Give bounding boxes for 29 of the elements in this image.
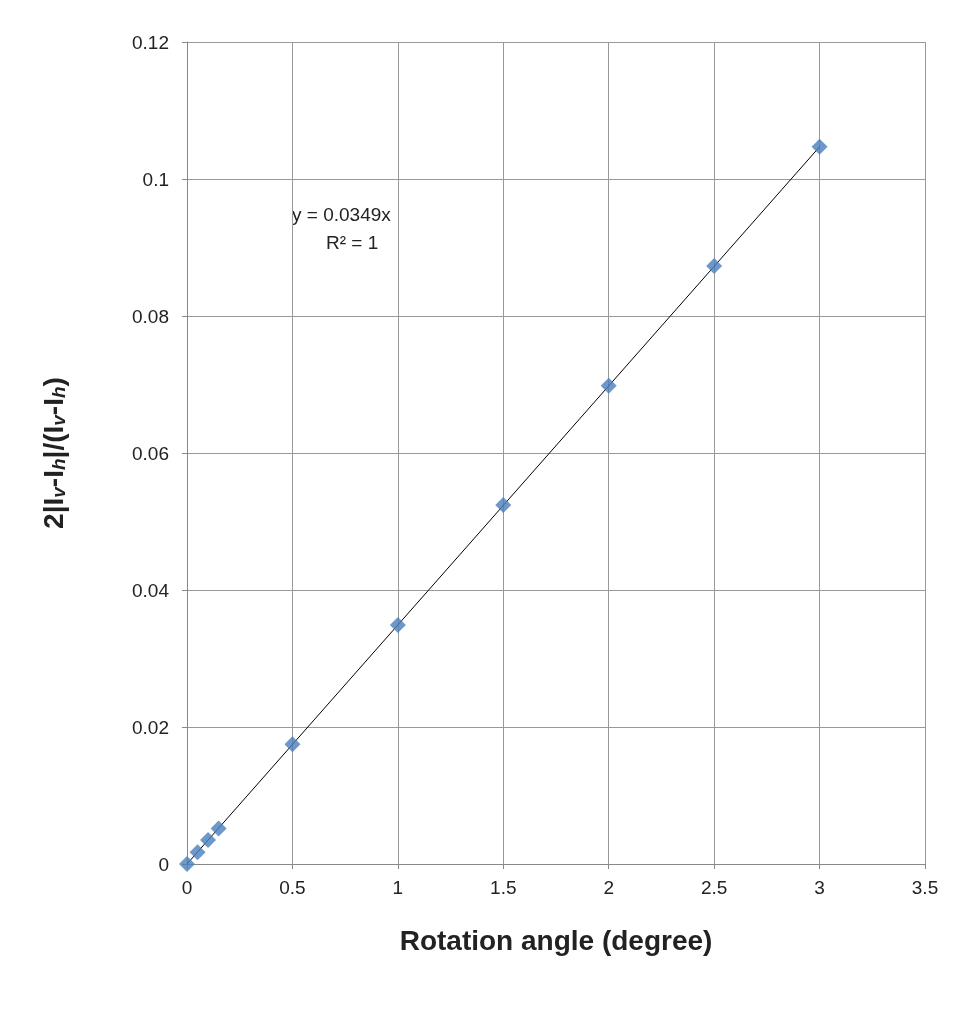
y-tick-label: 0.1 — [142, 168, 169, 190]
point — [389, 616, 406, 633]
x-tick-label: 1 — [392, 877, 404, 898]
y-tick-label: 0.06 — [132, 442, 169, 464]
x-tick-label: 2 — [603, 877, 614, 898]
point — [179, 856, 195, 872]
point — [189, 844, 206, 861]
point — [284, 736, 301, 753]
point — [706, 257, 723, 274]
x-tick-label: 3.5 — [911, 877, 939, 898]
annotation: y = 0.0349x — [291, 204, 392, 225]
y-tick-label: 0.04 — [132, 579, 170, 601]
x-tick-label: 1.5 — [490, 877, 517, 898]
y-tick-label: 0 — [158, 853, 169, 875]
x-axis-title: Rotation angle (degree) — [399, 924, 713, 956]
annotation: R² = 1 — [325, 232, 379, 253]
x-tick-label: 0 — [181, 877, 193, 898]
y-tick-label: 0.02 — [132, 716, 169, 738]
point — [495, 497, 512, 514]
point — [600, 377, 617, 394]
y-tick-label: 0.12 — [132, 31, 169, 53]
x-tick-label: 0.5 — [279, 877, 306, 898]
y-tick-label: 0.08 — [132, 305, 169, 327]
point — [210, 820, 227, 837]
point — [200, 832, 217, 849]
x-tick-label: 2.5 — [700, 877, 728, 898]
point — [811, 138, 828, 155]
text: 2|Iv-Ih|/(Iv-Ih) — [37, 377, 69, 529]
x-tick-label: 3 — [814, 877, 825, 898]
